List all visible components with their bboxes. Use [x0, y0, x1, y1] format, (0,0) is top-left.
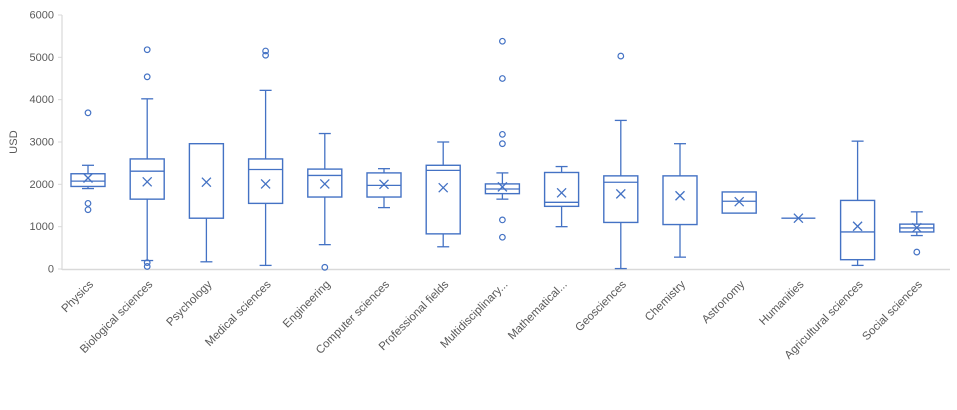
mean-marker — [83, 173, 93, 183]
outlier-point — [262, 47, 270, 55]
outlier-point — [262, 51, 270, 59]
box-Professional fields — [425, 164, 461, 235]
x-category-label: Social sciences — [860, 278, 925, 343]
y-tick-label: 1000 — [30, 221, 54, 233]
box-Geosciences — [603, 175, 639, 224]
x-category-label: Chemistry — [643, 278, 688, 323]
outlier-point — [913, 248, 921, 256]
outlier-point — [143, 263, 151, 270]
box-Engineering — [307, 168, 343, 198]
mean-marker — [615, 188, 626, 199]
mean-marker — [734, 196, 745, 207]
box-Agricultural sciences — [839, 199, 876, 261]
outlier-point — [499, 216, 506, 224]
mean-marker — [852, 221, 863, 232]
outlier-point — [84, 206, 92, 214]
outlier-point — [499, 233, 506, 241]
x-category-label: Humanities — [757, 278, 806, 327]
x-category-label: Astronomy — [700, 278, 748, 326]
outlier-point — [499, 37, 506, 45]
mean-marker — [438, 182, 449, 193]
box-Physics — [70, 173, 106, 188]
outlier-point — [143, 46, 151, 54]
box-Astronomy — [721, 191, 757, 214]
mean-marker — [201, 177, 212, 188]
x-category-label: Geosciences — [573, 278, 629, 334]
outlier-point — [84, 199, 92, 207]
y-tick-label: 3000 — [30, 137, 54, 149]
outlier-point — [143, 259, 151, 267]
x-category-label: Engineering — [281, 279, 333, 331]
outlier-point — [321, 263, 329, 271]
box-Psychology — [188, 142, 225, 219]
outlier-point — [499, 75, 506, 82]
y-tick-label: 6000 — [30, 10, 54, 22]
outlier-point — [499, 130, 506, 138]
box-Mathematical... — [543, 171, 580, 208]
box-Medical sciences — [247, 158, 284, 205]
mean-marker — [260, 178, 271, 189]
y-tick-label: 0 — [48, 264, 54, 276]
y-tick-label: 4000 — [30, 94, 54, 106]
x-category-label: Multidisciplinary... — [438, 279, 510, 351]
y-axis-title: USD — [7, 130, 20, 154]
x-category-label: Physics — [60, 278, 97, 315]
x-category-label: Mathematical... — [506, 279, 570, 343]
box-Chemistry — [662, 175, 698, 226]
mean-marker — [556, 187, 567, 198]
outlier-point — [499, 140, 506, 148]
outlier-point — [617, 52, 625, 60]
y-tick-label: 5000 — [30, 52, 54, 64]
mean-marker — [379, 179, 389, 190]
outlier-point — [143, 73, 151, 81]
mean-marker — [142, 176, 153, 187]
mean-marker — [793, 213, 804, 224]
mean-marker — [319, 178, 330, 189]
mean-marker — [497, 181, 508, 192]
x-category-label: Psychology — [164, 278, 214, 328]
mean-marker — [675, 190, 685, 201]
outlier-point — [84, 109, 92, 117]
mean-marker — [911, 222, 922, 233]
y-tick-label: 2000 — [30, 179, 54, 191]
box-Biological sciences — [129, 158, 165, 200]
x-category-label: Medical sciences — [203, 278, 274, 349]
